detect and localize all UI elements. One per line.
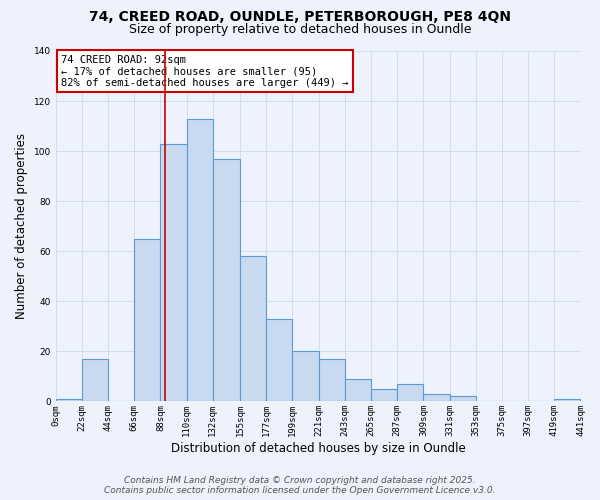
Text: Contains HM Land Registry data © Crown copyright and database right 2025.
Contai: Contains HM Land Registry data © Crown c… xyxy=(104,476,496,495)
Bar xyxy=(82,359,108,402)
Bar xyxy=(213,158,240,402)
Text: Size of property relative to detached houses in Oundle: Size of property relative to detached ho… xyxy=(129,22,471,36)
Text: 74, CREED ROAD, OUNDLE, PETERBOROUGH, PE8 4QN: 74, CREED ROAD, OUNDLE, PETERBOROUGH, PE… xyxy=(89,10,511,24)
Bar xyxy=(554,399,580,402)
Bar xyxy=(319,359,345,402)
Bar xyxy=(134,238,160,402)
Bar xyxy=(160,144,187,402)
Bar xyxy=(187,118,213,402)
Text: 74 CREED ROAD: 92sqm
← 17% of detached houses are smaller (95)
82% of semi-detac: 74 CREED ROAD: 92sqm ← 17% of detached h… xyxy=(61,54,349,88)
Bar xyxy=(345,379,371,402)
Y-axis label: Number of detached properties: Number of detached properties xyxy=(15,133,28,319)
Bar xyxy=(397,384,424,402)
X-axis label: Distribution of detached houses by size in Oundle: Distribution of detached houses by size … xyxy=(171,442,466,455)
Bar xyxy=(240,256,266,402)
Bar xyxy=(371,389,397,402)
Bar xyxy=(266,319,292,402)
Bar xyxy=(449,396,476,402)
Bar xyxy=(424,394,449,402)
Bar xyxy=(292,352,319,402)
Bar xyxy=(56,399,82,402)
